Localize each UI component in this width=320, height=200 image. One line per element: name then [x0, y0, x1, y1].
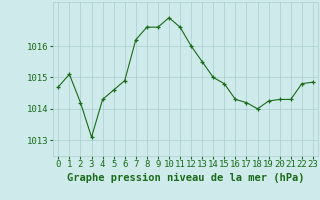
X-axis label: Graphe pression niveau de la mer (hPa): Graphe pression niveau de la mer (hPa) [67, 173, 304, 183]
